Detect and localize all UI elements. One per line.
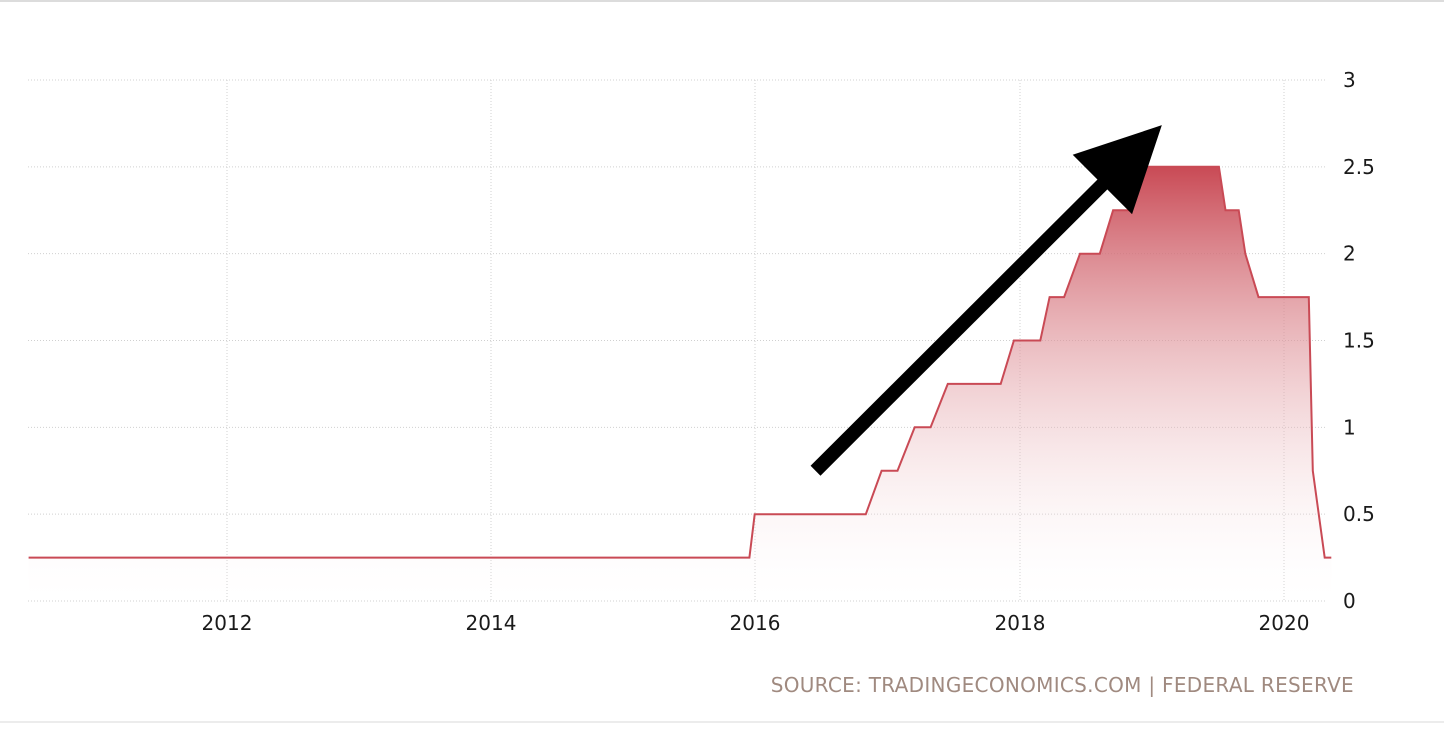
y-tick-label: 0 [1343, 589, 1356, 613]
top-border [0, 0, 1444, 2]
x-tick-label: 2014 [466, 611, 517, 635]
bottom-border [0, 721, 1444, 723]
y-tick-label: 1.5 [1343, 329, 1375, 353]
y-tick-label: 0.5 [1343, 502, 1375, 526]
y-tick-label: 2.5 [1343, 155, 1375, 179]
y-axis-ticks: 0 0.5 1 1.5 2 2.5 3 [1343, 68, 1375, 613]
trend-arrow [810, 125, 1162, 476]
y-tick-label: 2 [1343, 242, 1356, 266]
y-tick-label: 3 [1343, 68, 1356, 92]
x-tick-label: 2016 [730, 611, 781, 635]
source-note: SOURCE: TRADINGECONOMICS.COM | FEDERAL R… [770, 673, 1354, 697]
y-tick-label: 1 [1343, 415, 1356, 439]
series-line [28, 165, 1332, 559]
x-tick-label: 2018 [995, 611, 1046, 635]
x-tick-label: 2012 [202, 611, 253, 635]
x-tick-label: 2020 [1259, 611, 1310, 635]
area-fill [28, 166, 1332, 602]
x-axis-ticks: 2012 2014 2016 2018 2020 [202, 611, 1310, 635]
